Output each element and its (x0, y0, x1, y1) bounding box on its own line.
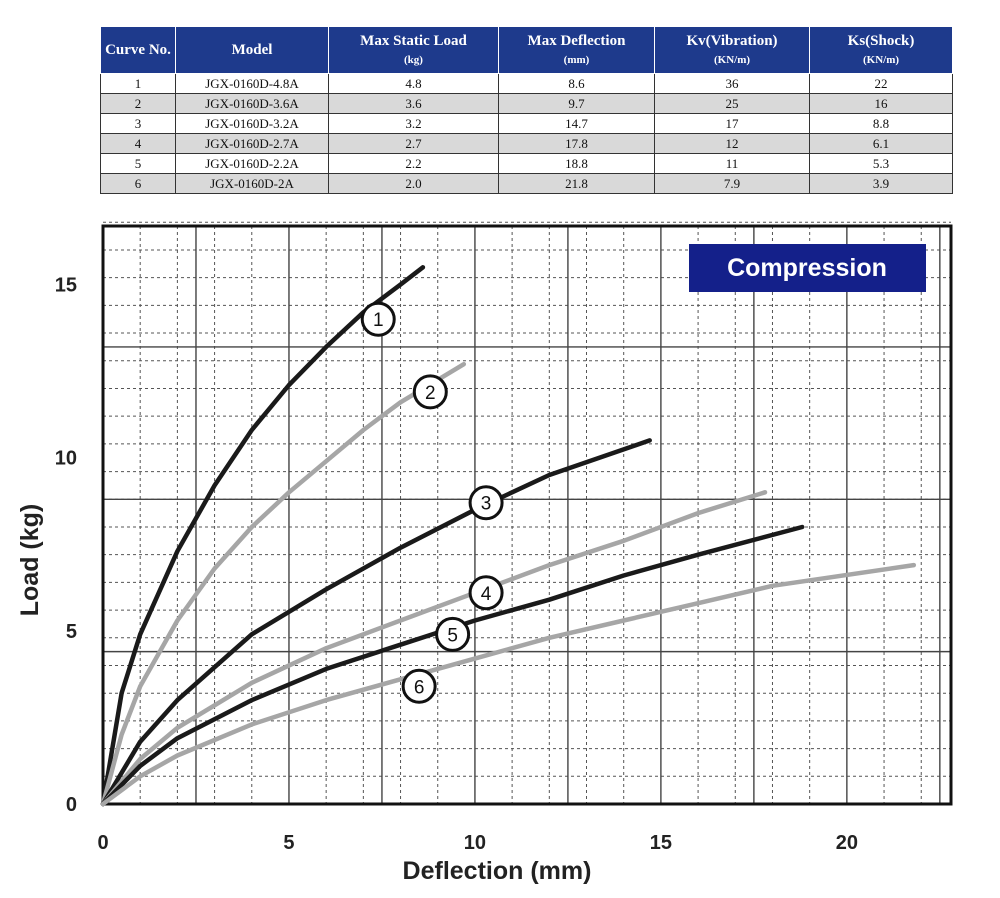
x-tick-label: 0 (97, 832, 108, 854)
cell-curve-no: 6 (100, 173, 176, 194)
series-marker-label-1: 1 (373, 310, 384, 331)
series-marker-1 (360, 301, 396, 337)
cell-ks: 8.8 (809, 113, 953, 134)
y-tick-label: 10 (55, 448, 77, 470)
cell-ks: 16 (809, 93, 953, 114)
cell-max-deflection: 18.8 (498, 153, 655, 174)
header-curve-no: Curve No. (100, 26, 176, 74)
cell-model: JGX-0160D-3.2A (175, 113, 329, 134)
spec-table: Curve No. Model Max Static Load (kg) Max … (100, 26, 953, 194)
x-tick-label: 15 (650, 832, 672, 854)
cell-model: JGX-0160D-3.6A (175, 93, 329, 114)
series-marker-2 (412, 374, 448, 410)
x-tick-label: 10 (464, 832, 486, 854)
header-max-deflection: Max Deflection (mm) (498, 26, 655, 74)
series-line-3 (100, 438, 652, 807)
series-marker-3 (468, 485, 504, 521)
plot-area (103, 226, 951, 804)
header-kv-vibration: Kv(Vibration) (KN/m) (654, 26, 810, 74)
cell-kv: 36 (654, 73, 810, 94)
cell-ks: 6.1 (809, 133, 953, 154)
cell-kv: 12 (654, 133, 810, 154)
compression-badge (689, 244, 926, 292)
cell-max-static-load: 2.7 (328, 133, 499, 154)
series-marker-4 (468, 575, 504, 611)
cell-max-deflection: 8.6 (498, 73, 655, 94)
compression-badge-label: Compression (727, 254, 887, 282)
table-row: 4 JGX-0160D-2.7A 2.7 17.8 12 6.1 (100, 133, 953, 154)
x-tick-label: 5 (283, 832, 294, 854)
series-line-5 (100, 524, 805, 807)
x-tick-label: 20 (836, 832, 858, 854)
y-axis-title: Load (kg) (16, 504, 44, 617)
cell-kv: 17 (654, 113, 810, 134)
cell-max-deflection: 21.8 (498, 173, 655, 194)
cell-kv: 11 (654, 153, 810, 174)
cell-kv: 7.9 (654, 173, 810, 194)
x-axis-title: Deflection (mm) (403, 857, 592, 885)
series-line-6 (100, 562, 917, 807)
cell-ks: 3.9 (809, 173, 953, 194)
series-line-4 (100, 490, 768, 807)
table-row: 6 JGX-0160D-2A 2.0 21.8 7.9 3.9 (100, 173, 953, 194)
y-tick-label: 15 (55, 275, 77, 297)
series-marker-label-4: 4 (481, 584, 492, 605)
cell-ks: 5.3 (809, 153, 953, 174)
cell-max-deflection: 9.7 (498, 93, 655, 114)
cell-curve-no: 5 (100, 153, 176, 174)
header-ks-shock: Ks(Shock) (KN/m) (809, 26, 953, 74)
series-marker-label-3: 3 (481, 494, 492, 515)
y-tick-label: 0 (66, 794, 77, 816)
series-marker-6 (401, 668, 437, 704)
series-marker-label-2: 2 (425, 383, 436, 404)
cell-curve-no: 3 (100, 113, 176, 134)
cell-max-static-load: 2.2 (328, 153, 499, 174)
series-marker-label-6: 6 (414, 677, 425, 698)
cell-max-static-load: 3.6 (328, 93, 499, 114)
table-header-row: Curve No. Model Max Static Load (kg) Max … (100, 26, 953, 74)
table-row: 2 JGX-0160D-3.6A 3.6 9.7 25 16 (100, 93, 953, 114)
series-marker-5 (435, 616, 471, 652)
cell-max-static-load: 2.0 (328, 173, 499, 194)
series-line-2 (100, 361, 467, 807)
cell-curve-no: 2 (100, 93, 176, 114)
series-marker-label-5: 5 (447, 625, 458, 646)
y-tick-label: 5 (66, 621, 77, 643)
plot-frame (101, 224, 953, 806)
